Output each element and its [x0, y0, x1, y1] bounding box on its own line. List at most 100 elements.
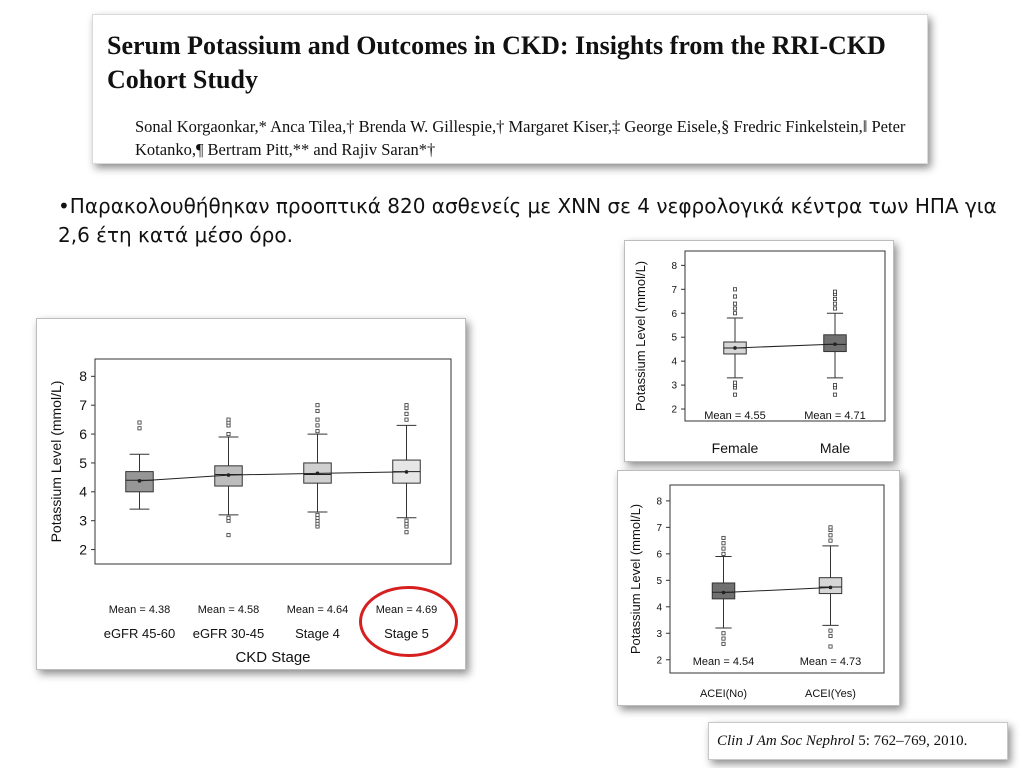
mean-point — [137, 479, 142, 483]
category-label: eGFR 30-45 — [193, 626, 265, 641]
outlier-point — [404, 411, 409, 416]
y-axis-label: Potassium Level (mmol/L) — [48, 381, 64, 543]
outlier-point — [226, 417, 231, 422]
y-tick-label: 7 — [671, 285, 677, 296]
mean-label: Mean = 4.71 — [804, 410, 865, 422]
category-label: Male — [820, 440, 851, 456]
outlier-point — [315, 408, 320, 413]
plot-frame — [94, 358, 452, 565]
outlier-point — [721, 541, 726, 546]
y-tick-label: 7 — [79, 397, 87, 413]
mean-label: Mean = 4.58 — [198, 604, 259, 616]
outlier-point — [733, 311, 738, 316]
box-acei-yes- — [818, 577, 843, 595]
y-tick-label: 8 — [671, 261, 677, 272]
y-tick-label: 7 — [656, 523, 662, 534]
outlier-point — [832, 301, 837, 306]
category-label: ACEI(Yes) — [805, 688, 856, 700]
y-tick-label: 3 — [656, 629, 662, 640]
outlier-point — [315, 429, 320, 434]
citation-journal: Clin J Am Soc Nephrol — [717, 733, 855, 749]
outlier-point — [828, 538, 833, 543]
outlier-point — [828, 644, 833, 649]
y-tick-label: 3 — [79, 513, 87, 529]
outlier-point — [404, 518, 409, 523]
y-tick-label: 3 — [671, 381, 677, 392]
y-tick-label: 2 — [671, 405, 677, 416]
ckd-stage-boxplot: 2 3 4 5 6 7 8 Potassium Level (mmol/L) Mean = 4.… — [48, 358, 458, 666]
outlier-point — [832, 296, 837, 301]
mean-label: Mean = 4.38 — [109, 604, 170, 616]
outlier-point — [721, 551, 726, 556]
mean-point — [833, 342, 837, 346]
y-axis-label: Potassium Level (mmol/L) — [633, 261, 648, 411]
paper-title: Serum Potassium and Outcomes in CKD: Ins… — [107, 31, 886, 94]
y-tick-label: 6 — [671, 309, 677, 320]
mean-trend-line — [734, 343, 836, 349]
outlier-point — [733, 380, 738, 385]
outlier-point — [832, 392, 837, 397]
outlier-point — [721, 631, 726, 636]
y-tick-label: 8 — [656, 496, 662, 507]
outlier-point — [828, 633, 833, 638]
y-axis-label: Potassium Level (mmol/L) — [628, 504, 643, 654]
outlier-point — [315, 423, 320, 428]
y-tick-label: 5 — [79, 455, 87, 471]
mean-point — [315, 471, 320, 476]
plot-frame — [669, 484, 885, 674]
category-label: eGFR 45-60 — [104, 626, 176, 641]
outlier-point — [828, 628, 833, 633]
outlier-point — [828, 533, 833, 538]
mean-trend-line — [723, 586, 831, 594]
outlier-point — [315, 403, 320, 408]
outlier-point — [832, 383, 837, 388]
outlier-point — [733, 287, 738, 292]
y-tick-label: 4 — [656, 602, 662, 613]
paper-header-card: Serum Potassium and Outcomes in CKD: Ins… — [92, 14, 928, 164]
acei-boxplot: 2 3 4 5 6 7 8 Potassium Level (mmol/L) Mean = 4.… — [628, 484, 885, 700]
outlier-point — [721, 546, 726, 551]
sex-chart-card: 2 3 4 5 6 7 8 Potassium Level (mmol/L) Mean = 4.… — [624, 240, 894, 462]
mean-point — [226, 473, 231, 477]
y-tick-label: 6 — [79, 426, 87, 442]
y-tick-label: 5 — [671, 333, 677, 344]
citation-details: 5: 762–769, 2010. — [854, 733, 968, 749]
outlier-point — [721, 641, 726, 646]
x-axis-label: CKD Stage — [235, 649, 310, 666]
acei-chart-card: 2 3 4 5 6 7 8 Potassium Level (mmol/L) Mean = 4.… — [617, 470, 900, 706]
outlier-point — [226, 533, 231, 538]
sex-boxplot: 2 3 4 5 6 7 8 Potassium Level (mmol/L) Mean = 4.… — [633, 250, 886, 456]
mean-label: Mean = 4.64 — [287, 604, 348, 616]
category-label: Female — [712, 440, 759, 456]
outlier-point — [404, 417, 409, 422]
mean-point — [721, 590, 726, 595]
mean-point — [404, 470, 409, 474]
outlier-point — [832, 289, 837, 294]
category-label: ACEI(No) — [700, 688, 747, 700]
outlier-point — [315, 512, 320, 517]
mean-point — [733, 346, 737, 350]
outlier-point — [137, 420, 142, 425]
mean-label: Mean = 4.55 — [704, 410, 765, 422]
mean-label: Mean = 4.73 — [800, 656, 861, 668]
ckd-stage-chart-card: 2 3 4 5 6 7 8 Potassium Level (mmol/L) Mean = 4.… — [36, 318, 466, 670]
mean-label: Mean = 4.54 — [693, 656, 754, 668]
outlier-point — [404, 530, 409, 535]
highlight-circle — [359, 586, 458, 657]
y-tick-label: 4 — [79, 484, 87, 500]
citation: Clin J Am Soc Nephrol 5: 762–769, 2010. — [708, 722, 1008, 760]
y-tick-label: 5 — [656, 576, 662, 587]
outlier-point — [828, 525, 833, 530]
y-tick-label: 8 — [79, 368, 87, 384]
outlier-point — [733, 306, 738, 311]
mean-trend-line — [139, 471, 407, 482]
outlier-point — [315, 417, 320, 422]
outlier-point — [733, 294, 738, 299]
outlier-point — [226, 515, 231, 520]
outlier-point — [733, 301, 738, 306]
mean-point — [828, 585, 833, 590]
paper-authors: Sonal Korgaonkar,* Anca Tilea,† Brenda W… — [135, 117, 906, 159]
bullet-text: •Παρακολουθήθηκαν προοπτικά 820 ασθενείς… — [58, 194, 997, 247]
y-tick-label: 2 — [656, 655, 662, 666]
plot-frame — [684, 250, 886, 422]
